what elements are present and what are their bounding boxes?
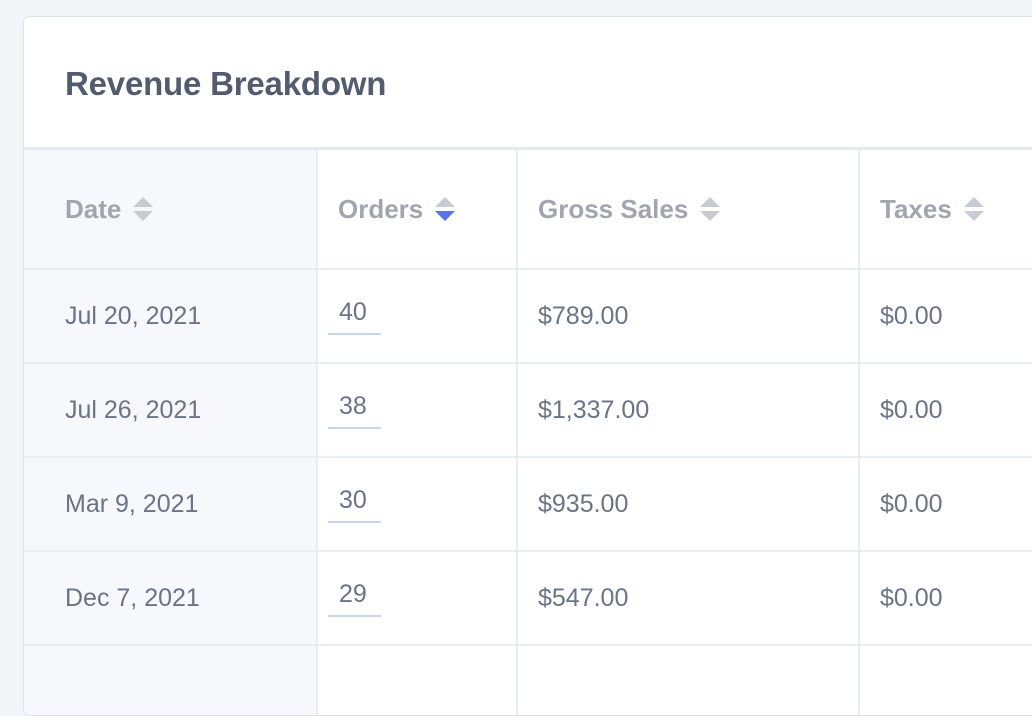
cell-orders: 30 — [317, 457, 518, 552]
cell-gross-sales: $1,337.00 — [517, 363, 860, 458]
column-header-label: Date — [65, 193, 122, 224]
sort-icon[interactable] — [700, 197, 721, 221]
column-header-gross-sales[interactable]: Gross Sales — [517, 150, 860, 270]
orders-link[interactable]: 29 — [328, 580, 381, 617]
cell-gross-sales: $547.00 — [517, 551, 860, 646]
column-header-label: Orders — [338, 193, 424, 224]
revenue-table: Date Orders Gross Sales — [24, 150, 1032, 715]
table-row: Jul 26, 2021 38 $1,337.00 $0.00 — [24, 363, 1032, 458]
orders-link[interactable]: 38 — [328, 392, 381, 429]
column-header-taxes[interactable]: Taxes — [859, 150, 1032, 270]
cell-taxes: $0.00 — [859, 551, 1032, 646]
cell-taxes: $0.00 — [859, 269, 1032, 364]
column-header-label: Gross Sales — [538, 193, 689, 224]
card-title: Revenue Breakdown — [65, 65, 387, 102]
orders-link[interactable]: 30 — [328, 486, 381, 523]
cell-date: Jul 26, 2021 — [24, 363, 318, 458]
cell-date: Jul 20, 2021 — [24, 269, 318, 364]
column-header-label: Taxes — [880, 193, 952, 224]
cell-orders: 38 — [317, 363, 518, 458]
sort-icon[interactable] — [963, 197, 984, 221]
cell-taxes: $0.00 — [859, 457, 1032, 552]
cell-taxes: $0.00 — [859, 363, 1032, 458]
cell-gross-sales: $935.00 — [517, 457, 860, 552]
sort-descending-icon[interactable] — [435, 197, 456, 221]
column-header-orders[interactable]: Orders — [317, 150, 518, 270]
sort-icon[interactable] — [133, 197, 154, 221]
revenue-breakdown-card: Revenue Breakdown Date Orders — [23, 16, 1032, 716]
column-header-date[interactable]: Date — [24, 150, 318, 270]
table-row: Mar 9, 2021 30 $935.00 $0.00 — [24, 457, 1032, 552]
cell-date: Mar 9, 2021 — [24, 457, 318, 552]
table-row: Jul 20, 2021 40 $789.00 $0.00 — [24, 269, 1032, 364]
cell-orders: 29 — [317, 551, 518, 646]
card-header: Revenue Breakdown — [24, 17, 1032, 150]
table-header-row: Date Orders Gross Sales — [24, 150, 1032, 270]
orders-link[interactable]: 40 — [328, 298, 381, 335]
table-row: Dec 7, 2021 29 $547.00 $0.00 — [24, 551, 1032, 646]
cell-gross-sales: $789.00 — [517, 269, 860, 364]
cell-orders: 40 — [317, 269, 518, 364]
cell-date: Dec 7, 2021 — [24, 551, 318, 646]
